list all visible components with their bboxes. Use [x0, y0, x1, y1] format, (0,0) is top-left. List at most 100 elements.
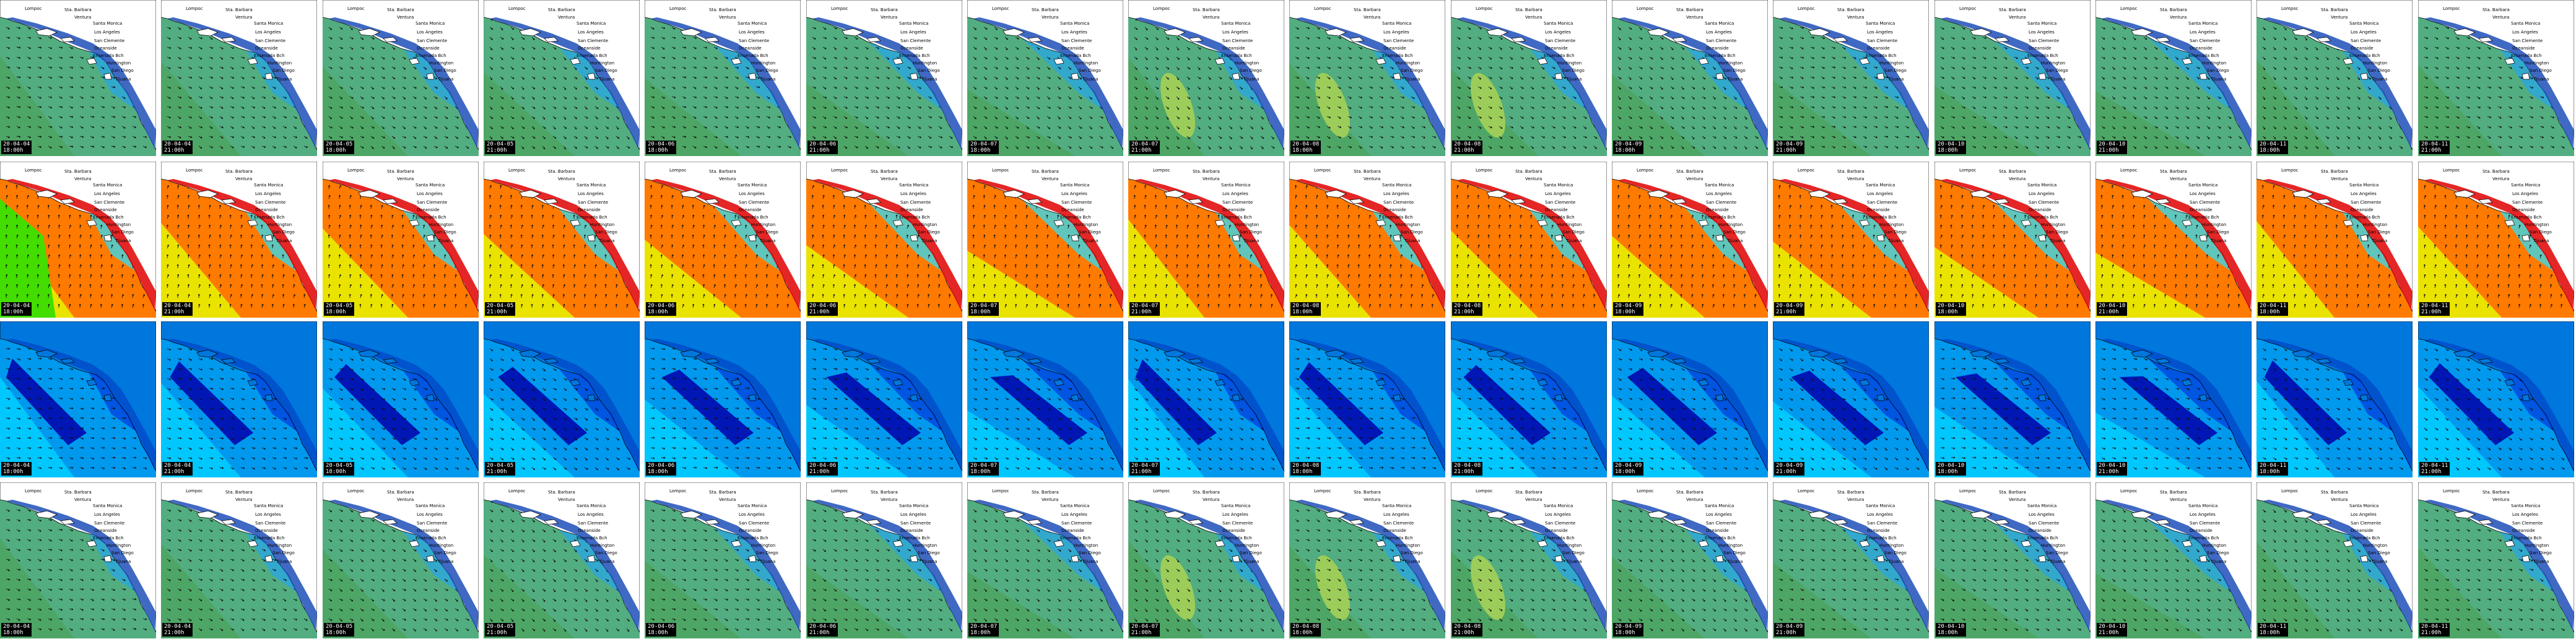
- forecast-map-tile[interactable]: 20-04-04 21:00h: [161, 321, 317, 477]
- island: [2182, 379, 2193, 386]
- forecast-map-tile[interactable]: Lompoc Sta. Barbara Ventura Santa Monica Los…: [2256, 162, 2413, 318]
- island: [1164, 28, 1186, 37]
- forecast-map-tile[interactable]: Lompoc Sta. Barbara Ventura Santa Monica Los…: [2418, 0, 2574, 156]
- forecast-map-tile[interactable]: Lompoc Sta. Barbara Ventura Santa Monica Los…: [967, 0, 1123, 156]
- forecast-map-tile[interactable]: Lompoc Sta. Barbara Ventura Santa Monica Los…: [323, 0, 479, 156]
- forecast-map-tile[interactable]: 20-04-07 18:00h: [967, 321, 1123, 477]
- forecast-map-tile[interactable]: Lompoc Sta. Barbara Ventura Santa Monica Los…: [1451, 162, 1607, 318]
- forecast-map-tile[interactable]: Lompoc Sta. Barbara Ventura Santa Monica Los…: [0, 162, 156, 318]
- island: [1349, 37, 1364, 43]
- forecast-map-tile[interactable]: 20-04-11 21:00h: [2418, 321, 2574, 477]
- forecast-map-tile[interactable]: Lompoc Sta. Barbara Ventura Santa Monica Los…: [1612, 162, 1768, 318]
- forecast-map-tile[interactable]: Lompoc Sta. Barbara Ventura Santa Monica Los…: [1934, 0, 2091, 156]
- forecast-map-tile[interactable]: Lompoc Sta. Barbara Ventura Santa Monica Los…: [2418, 482, 2574, 638]
- forecast-map-tile[interactable]: Lompoc Sta. Barbara Ventura Santa Monica Los…: [1934, 482, 2091, 638]
- forecast-map-tile[interactable]: 20-04-07 21:00h: [1128, 321, 1284, 477]
- island: [866, 198, 881, 204]
- place-label: Oceanside: [2190, 207, 2213, 212]
- forecast-map-tile[interactable]: Lompoc Sta. Barbara Ventura Santa Monica Los…: [967, 482, 1123, 638]
- place-label: Huntington: [429, 543, 453, 548]
- island: [1833, 37, 1848, 43]
- forecast-map-tile[interactable]: Lompoc Sta. Barbara Ventura Santa Monica Los…: [645, 0, 801, 156]
- place-label: Oceanside: [1222, 207, 1245, 212]
- forecast-map-tile[interactable]: Lompoc Sta. Barbara Ventura Santa Monica Los…: [1451, 0, 1607, 156]
- forecast-map-tile[interactable]: Lompoc Sta. Barbara Ventura Santa Monica Los…: [2256, 482, 2413, 638]
- forecast-map-tile[interactable]: Lompoc Sta. Barbara Ventura Santa Monica Los…: [323, 162, 479, 318]
- forecast-map-tile[interactable]: 20-04-08 18:00h: [1289, 321, 1445, 477]
- forecast-map-tile[interactable]: Lompoc Sta. Barbara Ventura Santa Monica Los…: [806, 162, 962, 318]
- forecast-map-tile[interactable]: Lompoc Sta. Barbara Ventura Santa Monica Los…: [323, 482, 479, 638]
- forecast-map-tile[interactable]: Lompoc Sta. Barbara Ventura Santa Monica Los…: [967, 162, 1123, 318]
- field-zone: [806, 405, 908, 477]
- place-label: Ventura: [2009, 497, 2026, 502]
- forecast-map-tile[interactable]: Lompoc Sta. Barbara Ventura Santa Monica Los…: [1612, 0, 1768, 156]
- forecast-map-tile[interactable]: 20-04-08 21:00h: [1451, 321, 1607, 477]
- island: [519, 349, 541, 358]
- forecast-map-tile[interactable]: Lompoc Sta. Barbara Ventura Santa Monica Los…: [161, 162, 317, 318]
- place-label: Oceanside: [2029, 207, 2052, 212]
- forecast-map-tile[interactable]: Lompoc Sta. Barbara Ventura Santa Monica Los…: [484, 0, 640, 156]
- forecast-map-tile[interactable]: Lompoc Sta. Barbara Ventura Santa Monica Los…: [1612, 482, 1768, 638]
- nearshore-zone: [2102, 339, 2252, 470]
- forecast-map-tile[interactable]: Lompoc Sta. Barbara Ventura Santa Monica Los…: [161, 482, 317, 638]
- forecast-map-tile[interactable]: Lompoc Sta. Barbara Ventura Santa Monica Los…: [1128, 162, 1284, 318]
- forecast-map-tile[interactable]: 20-04-10 21:00h: [2095, 321, 2252, 477]
- place-label: Huntington: [1235, 543, 1259, 548]
- field-zone: [1823, 507, 1929, 606]
- forecast-map-tile[interactable]: Lompoc Sta. Barbara Ventura Santa Monica Los…: [645, 162, 801, 318]
- forecast-map-tile[interactable]: Lompoc Sta. Barbara Ventura Santa Monica Los…: [1128, 482, 1284, 638]
- timestamp-label: 20-04-05 21:00h: [485, 302, 516, 316]
- forecast-map-tile[interactable]: Lompoc Sta. Barbara Ventura Santa Monica Los…: [806, 0, 962, 156]
- forecast-map-tile[interactable]: 20-04-05 21:00h: [484, 321, 640, 477]
- field-zone: [645, 78, 741, 156]
- forecast-map-tile[interactable]: Lompoc Sta. Barbara Ventura Santa Monica Los…: [806, 482, 962, 638]
- island: [1214, 58, 1225, 65]
- forecast-map-tile[interactable]: Lompoc Sta. Barbara Ventura Santa Monica Los…: [1773, 0, 1929, 156]
- forecast-map-tile[interactable]: 20-04-05 18:00h: [323, 321, 479, 477]
- forecast-map-tile[interactable]: Lompoc Sta. Barbara Ventura Santa Monica Los…: [2095, 482, 2252, 638]
- forecast-map-tile[interactable]: 20-04-11 18:00h: [2256, 321, 2413, 477]
- island: [35, 189, 58, 198]
- forecast-map-tile[interactable]: Lompoc Sta. Barbara Ventura Santa Monica Los…: [645, 482, 801, 638]
- place-label: Ventura: [2009, 15, 2026, 20]
- forecast-map-tile[interactable]: 20-04-06 18:00h: [645, 321, 801, 477]
- forecast-map-tile[interactable]: 20-04-09 18:00h: [1612, 321, 1768, 477]
- field-zone: [645, 560, 741, 638]
- forecast-map-tile[interactable]: 20-04-06 21:00h: [806, 321, 962, 477]
- forecast-map-tile[interactable]: Lompoc Sta. Barbara Ventura Santa Monica Los…: [484, 162, 640, 318]
- forecast-map-tile[interactable]: Lompoc Sta. Barbara Ventura Santa Monica Los…: [1289, 482, 1445, 638]
- forecast-map-tile[interactable]: Lompoc Sta. Barbara Ventura Santa Monica Los…: [1451, 482, 1607, 638]
- timestamp-date: 20-04-05: [487, 303, 513, 309]
- forecast-map-tile[interactable]: Lompoc Sta. Barbara Ventura Santa Monica Los…: [2095, 162, 2252, 318]
- field-zone: [161, 544, 241, 638]
- forecast-map-tile[interactable]: Lompoc Sta. Barbara Ventura Santa Monica Los…: [1128, 0, 1284, 156]
- forecast-map-tile[interactable]: Lompoc Sta. Barbara Ventura Santa Monica Los…: [2095, 0, 2252, 156]
- forecast-map-tile[interactable]: Lompoc Sta. Barbara Ventura Santa Monica Los…: [484, 482, 640, 638]
- place-label: Ensenada Bch: [2349, 536, 2380, 541]
- land-mass: [2418, 321, 2574, 472]
- forecast-map-tile[interactable]: 20-04-10 18:00h: [1934, 321, 2091, 477]
- field-zone: [2418, 227, 2502, 318]
- forecast-map-tile[interactable]: Lompoc Sta. Barbara Ventura Santa Monica Los…: [1773, 162, 1929, 318]
- forecast-map-tile[interactable]: Lompoc Sta. Barbara Ventura Santa Monica Los…: [1934, 162, 2091, 318]
- forecast-map-tile[interactable]: Lompoc Sta. Barbara Ventura Santa Monica Los…: [0, 0, 156, 156]
- forecast-map-tile[interactable]: Lompoc Sta. Barbara Ventura Santa Monica Los…: [1289, 0, 1445, 156]
- place-label: Huntington: [1879, 543, 1904, 548]
- place-label: Sta. Barbara: [1676, 169, 1704, 174]
- forecast-map-tile[interactable]: Lompoc Sta. Barbara Ventura Santa Monica Los…: [2256, 0, 2413, 156]
- forecast-map-tile[interactable]: Lompoc Sta. Barbara Ventura Santa Monica Los…: [0, 482, 156, 638]
- forecast-map-tile[interactable]: Lompoc Sta. Barbara Ventura Santa Monica Los…: [2418, 162, 2574, 318]
- forecast-map-tile[interactable]: Lompoc Sta. Barbara Ventura Santa Monica Los…: [1289, 162, 1445, 318]
- forecast-map-tile[interactable]: Lompoc Sta. Barbara Ventura Santa Monica Los…: [1773, 482, 1929, 638]
- forecast-map-tile[interactable]: 20-04-04 18:00h: [0, 321, 156, 477]
- island: [2522, 394, 2530, 401]
- place-label: Lompoc: [186, 489, 203, 494]
- island: [842, 28, 864, 37]
- place-label: Sta. Barbara: [64, 7, 92, 12]
- forecast-map-tile[interactable]: Lompoc Sta. Barbara Ventura Santa Monica Los…: [161, 0, 317, 156]
- place-label: Ensenada Bch: [1060, 53, 1091, 58]
- place-label: Ensenada Bch: [1544, 536, 1575, 541]
- forecast-map-tile[interactable]: 20-04-09 21:00h: [1773, 321, 1929, 477]
